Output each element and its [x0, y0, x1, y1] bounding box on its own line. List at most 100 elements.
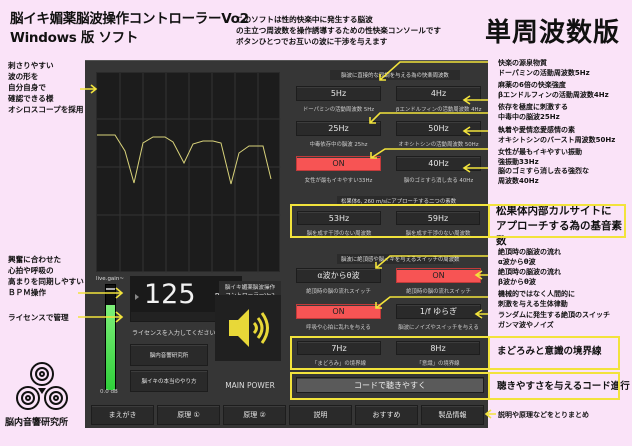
note-line: ランダムに発生する絶頂のスイッチ	[498, 311, 610, 319]
howto-link-button[interactable]: 脳イキの本当のやり方	[130, 370, 208, 392]
chord-note-box	[488, 372, 620, 400]
freq-caption-33hz: 女性が最もイキやすい33Hz	[304, 178, 373, 184]
section-label-switch-frequencies: 脳波に絶頂感や脳イキを与えるスイッチの周波数	[337, 254, 459, 264]
nav-button-recommend[interactable]: おすすめ	[355, 405, 418, 425]
prime-highlight-box	[290, 204, 490, 238]
bpm-triangle-icon	[135, 294, 139, 300]
note-line: 心拍や呼吸の	[8, 266, 54, 275]
nav-button-principle-1[interactable]: 原理 ①	[157, 405, 220, 425]
note-line: 依存を極度に刺激する	[498, 103, 568, 111]
note-line: α波からθ波	[498, 258, 536, 266]
note-line: ドーパミンの活動周波数5Hz	[498, 69, 590, 77]
section-label-pleasure-frequencies: 脳波に直接的な同調を与える為の快楽周波数	[330, 70, 460, 80]
switch-caption-biorhythm: 呼吸や心拍に乱れを与える	[306, 325, 371, 331]
license-note: ライセンスで管理	[8, 313, 69, 322]
note-line: 機械的ではなく人間的に	[498, 290, 575, 298]
note-line: 快楽の源泉物質	[498, 59, 547, 67]
right-note-5hz: 快楽の源泉物質 ドーパミンの活動周波数5Hz	[498, 58, 590, 78]
nav-button-principle-2[interactable]: 原理 ②	[223, 405, 286, 425]
note-line: 周波数40Hz	[498, 177, 539, 185]
switch-button-1f-fluctuation[interactable]: 1/f ゆらぎ	[396, 304, 481, 319]
nav-button-product-info[interactable]: 製品情報	[421, 405, 484, 425]
prime-button-53hz[interactable]: 53Hz	[297, 211, 381, 225]
freq-button-50hz[interactable]: 50Hz	[396, 121, 481, 136]
switch-button-biorhythm[interactable]: ON	[296, 304, 381, 319]
switch-button-alpha-theta[interactable]: α波からθ波	[296, 268, 381, 283]
right-note-33hz: 女性が最もイキやすい振動 強振動33Hz	[498, 147, 582, 167]
scope-note: 刺さりやすい 波の形を 自分自身で 確認できる様 オシロスコープを採用	[8, 60, 83, 115]
boundary-button-7hz[interactable]: 7Hz	[297, 341, 381, 355]
oscilloscope-graph	[97, 73, 281, 273]
note-line: 自分自身で	[8, 83, 46, 92]
chord-button[interactable]: コードで聴きやすく	[296, 377, 484, 393]
note-line: 執着や愛情恋愛感情の素	[498, 126, 575, 134]
speaker-icon	[229, 309, 269, 347]
note-line: オキシトシンのバースト周波数50Hz	[498, 136, 616, 144]
right-note-prime: 松果体内部カルサイトに アプローチする為の基音素数	[496, 204, 632, 249]
right-note-chord: 聴きやすさを与えるコード進行	[497, 381, 630, 392]
boundary-highlight-box	[290, 336, 490, 370]
freq-button-5hz[interactable]: 5Hz	[296, 86, 381, 101]
logo-text: 脳内音響研究所	[5, 418, 69, 428]
note-line: 絶頂時の脳波の流れ	[498, 268, 561, 276]
note-line: 絶頂時の脳波の流れ	[498, 248, 561, 256]
right-note-info: 説明や原理などをとりまとめ	[498, 411, 589, 419]
boundary-caption-8hz: 「意識」の境界線	[416, 361, 460, 367]
prime-caption-59hz: 脳を成す干渉のない周波数	[405, 231, 471, 237]
right-note-50hz: 執着や愛情恋愛感情の素 オキシトシンのバースト周波数50Hz	[498, 125, 615, 145]
app-description: このソフトは性的快楽中に発生する脳波 の主立つ周波数を操作誘導するための性快楽コ…	[236, 14, 441, 47]
license-input[interactable]	[130, 311, 222, 322]
prime-caption-53hz: 脳を成す干渉のない周波数	[306, 231, 372, 237]
prime-note-box	[488, 204, 626, 238]
freq-button-25hz[interactable]: 25Hz	[296, 121, 381, 136]
app-title: 脳イキ媚薬脳波操作コントローラーVo2 Windows 版 ソフト	[10, 10, 249, 48]
note-line: 波の形を	[8, 72, 39, 81]
main-power-button[interactable]	[215, 295, 281, 361]
meter-value: 0.0 dB	[100, 389, 118, 395]
freq-caption-25hz: 中毒依存中の脳波 25hz	[309, 142, 368, 148]
boundary-caption-7hz: 「まどろみ」の境界線	[312, 361, 366, 367]
freq-button-40hz[interactable]: 40Hz	[396, 156, 481, 171]
note-line: ＢＰＭ操作	[8, 288, 46, 297]
right-note-boundary: まどろみと意識の境界線	[497, 346, 602, 357]
note-line: β波からθ波	[498, 278, 536, 286]
bpm-value: 125	[144, 279, 196, 310]
prime-button-59hz[interactable]: 59Hz	[396, 211, 480, 225]
freq-caption-4hz: βエンドルフィンの活動周波数 4Hz	[396, 107, 482, 113]
nav-button-explanation[interactable]: 説明	[289, 405, 352, 425]
right-note-40hz: 脳のゴミすら消し去る強烈な 周波数40Hz	[498, 166, 589, 186]
triskelion-logo-icon	[16, 362, 68, 410]
meter-label: live.gain~	[96, 276, 124, 282]
edition-title: 単周波数版	[485, 18, 621, 48]
switch-caption-1f-fluctuation: 脳波にノイズやスイッチを与える	[398, 325, 479, 331]
right-note-noise: ランダムに発生する絶頂のスイッチ ガンマ波やノイズ	[498, 310, 610, 330]
section-label-prime-frequencies: 松果体6, 260 m/sにアプローチする二つの素数	[337, 196, 456, 206]
description-line1: このソフトは性的快楽中に発生する脳波	[236, 15, 373, 24]
note-line: 強振動33Hz	[498, 158, 539, 166]
gain-meter-handle[interactable]	[106, 288, 115, 290]
note-line: 高まりを同期しやすい	[8, 277, 84, 286]
note-line: 麻薬の6倍の快楽強度	[498, 81, 566, 89]
title-line1: 脳イキ媚薬脳波操作コントローラーVo2	[10, 11, 249, 27]
product-label-line1: 脳イキ媚薬脳波操作	[224, 285, 276, 291]
note-line: アプローチする為の基音素数	[496, 220, 622, 247]
description-line3: ボタンひとつでお互いの波に干渉を与えます	[236, 37, 388, 46]
description-line2: の主立つ周波数を操作誘導するための性快楽コンソールです	[236, 26, 442, 35]
right-note-25hz: 依存を極度に刺激する 中毒中の脳波25Hz	[498, 102, 568, 122]
nav-button-foreword[interactable]: まえがき	[91, 405, 154, 425]
right-note-biorhythm: 機械的ではなく人間的に 刺激を与える生体律動	[498, 289, 575, 309]
note-line: 中毒中の脳波25Hz	[498, 113, 560, 121]
switch-caption-beta-theta: 絶頂時の脳の流れスイッチ	[406, 289, 471, 295]
note-line: 確認できる様	[8, 94, 54, 103]
freq-button-4hz[interactable]: 4Hz	[396, 86, 481, 101]
boundary-button-8hz[interactable]: 8Hz	[396, 341, 480, 355]
main-power-label: MAIN POWER	[225, 381, 275, 390]
note-line: 刺さりやすい	[8, 61, 54, 70]
title-line2: Windows 版 ソフト	[10, 30, 139, 46]
note-line: ガンマ波やノイズ	[498, 321, 554, 329]
freq-button-33hz[interactable]: ON	[296, 156, 381, 171]
switch-button-beta-theta[interactable]: ON	[396, 268, 481, 283]
chord-highlight-box	[290, 372, 490, 400]
boundary-note-box	[488, 336, 620, 370]
lab-link-button[interactable]: 脳内音響研究所	[130, 344, 208, 366]
